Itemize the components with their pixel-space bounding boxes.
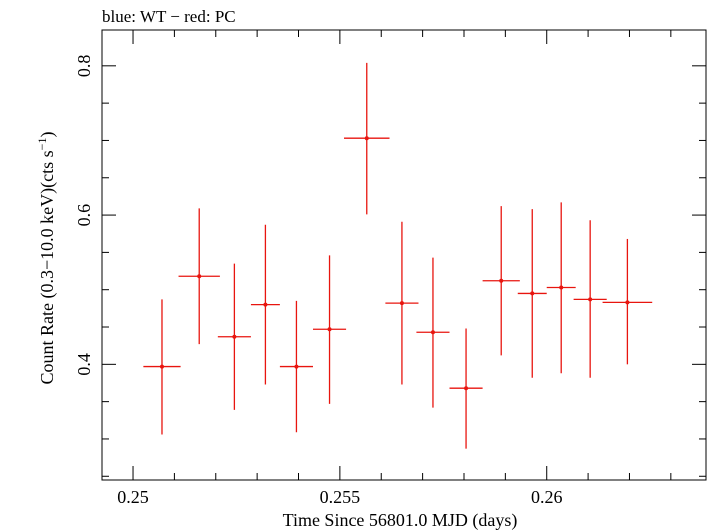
x-axis-label: Time Since 56801.0 MJD (days) xyxy=(283,510,518,531)
data-point xyxy=(482,206,520,356)
y-axis-tick-labels: 0.4 0.6 0.8 xyxy=(74,55,94,376)
data-point xyxy=(517,209,547,378)
point-marker xyxy=(364,136,369,141)
point-marker xyxy=(464,386,469,391)
y-axis-label-exponent: −1 xyxy=(35,138,49,151)
y-tick-label: 0.4 xyxy=(74,353,94,376)
x-tick-label: 0.255 xyxy=(320,487,361,507)
point-marker xyxy=(499,278,504,283)
point-marker xyxy=(294,364,299,369)
x-axis-tick-labels: 0.25 0.255 0.26 xyxy=(117,487,562,507)
data-point xyxy=(312,255,347,404)
x-axis-ticks xyxy=(132,30,672,480)
data-point xyxy=(416,257,450,408)
data-point xyxy=(250,224,280,385)
y-tick-label: 0.6 xyxy=(74,204,94,227)
data-point xyxy=(217,263,251,410)
data-point xyxy=(546,202,576,374)
point-marker xyxy=(588,297,593,302)
x-tick-label: 0.25 xyxy=(117,487,149,507)
data-point xyxy=(449,328,483,449)
data-point xyxy=(143,299,181,435)
y-tick-label: 0.8 xyxy=(74,55,94,78)
point-marker xyxy=(430,330,435,335)
data-point xyxy=(178,208,220,345)
point-marker xyxy=(263,302,268,307)
plot-frame xyxy=(101,29,707,481)
series-pc xyxy=(143,62,653,449)
point-marker xyxy=(159,364,164,369)
chart-title: blue: WT − red: PC xyxy=(102,7,236,26)
y-axis-ticks xyxy=(102,65,706,477)
x-tick-label: 0.26 xyxy=(531,487,563,507)
point-marker xyxy=(232,334,237,339)
data-point xyxy=(385,221,419,385)
y-axis-label: Count Rate (0.3−10.0 keV)(cts s−1) xyxy=(35,132,58,385)
point-marker xyxy=(327,327,332,332)
point-marker xyxy=(197,274,202,279)
data-point xyxy=(573,220,607,378)
data-point xyxy=(279,300,313,433)
point-marker xyxy=(530,291,535,296)
point-marker xyxy=(559,285,564,290)
y-axis-label-main: Count Rate (0.3−10.0 keV)(cts s xyxy=(37,150,58,384)
data-point xyxy=(602,238,653,365)
data-point xyxy=(344,62,390,215)
point-marker xyxy=(399,301,404,306)
point-marker xyxy=(625,300,630,305)
y-axis-label-close: ) xyxy=(37,132,58,138)
